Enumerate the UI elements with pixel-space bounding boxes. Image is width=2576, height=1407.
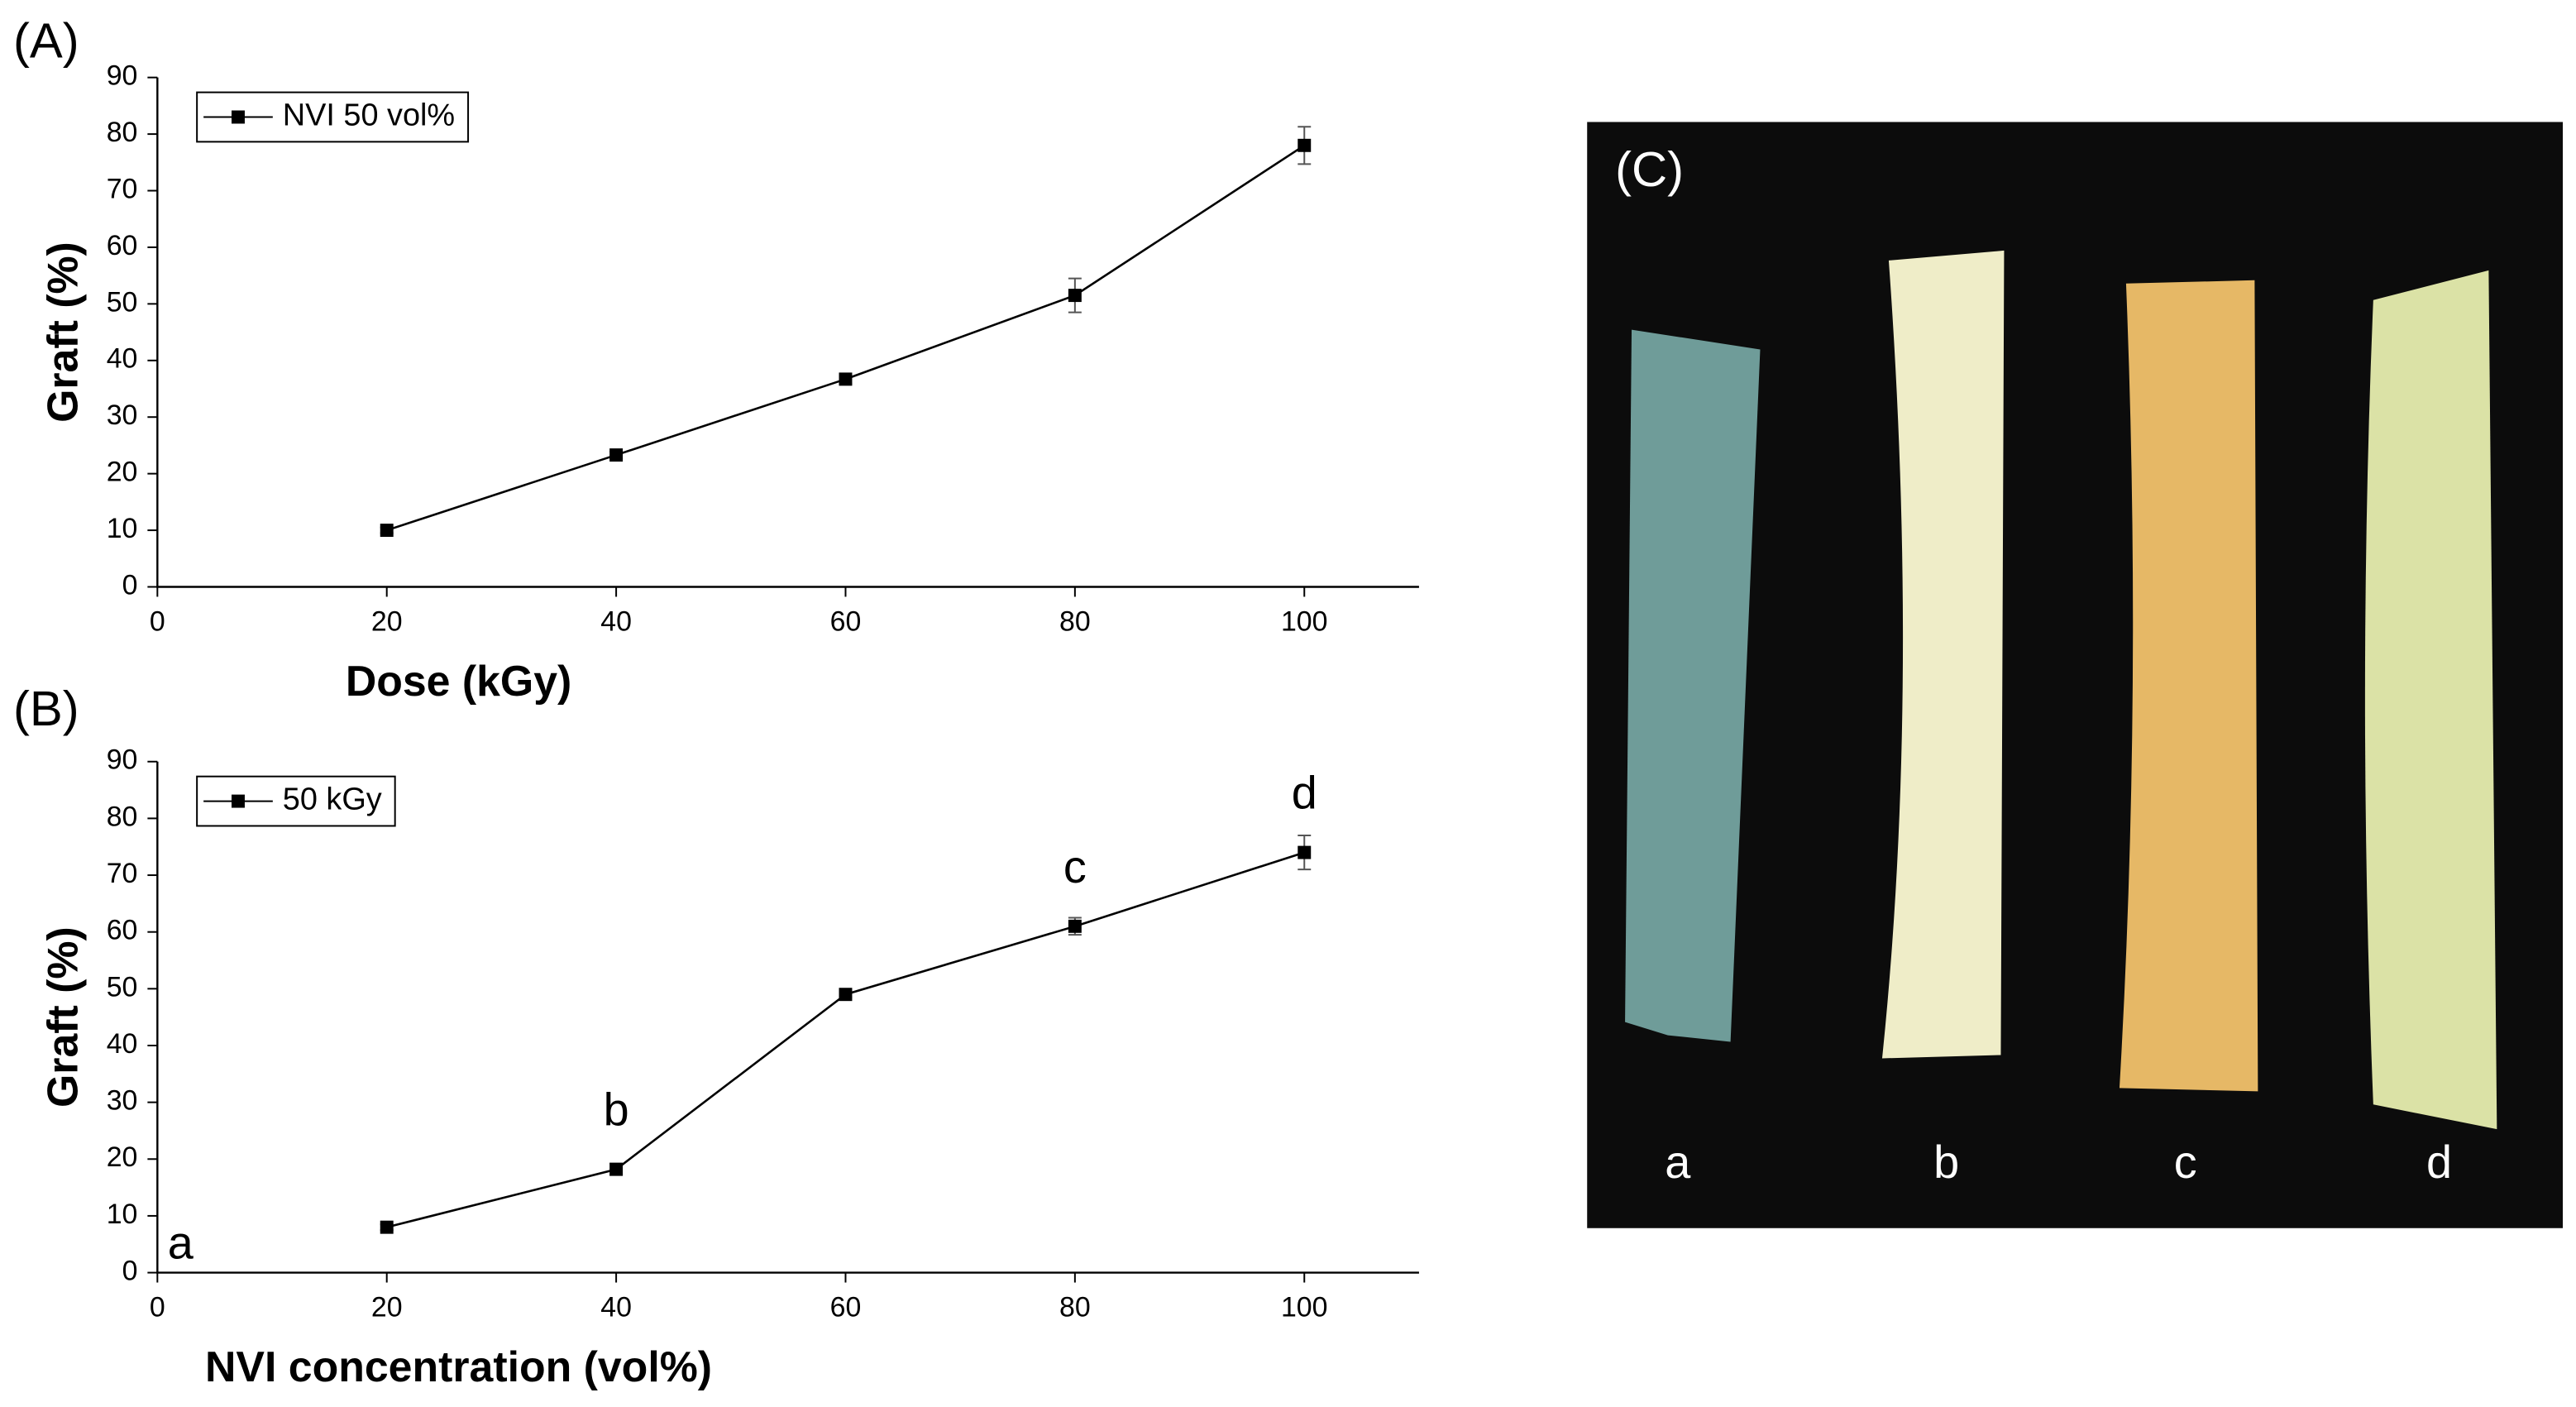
sample-label: a <box>1665 1136 1691 1188</box>
marker <box>380 524 394 538</box>
axis <box>156 77 1419 588</box>
marker <box>1298 845 1312 859</box>
marker <box>609 1162 624 1176</box>
y-tick-label: 60 <box>107 915 138 946</box>
x-tick-label: 80 <box>1059 605 1091 637</box>
point-label: c <box>1063 840 1087 893</box>
y-tick-label: 20 <box>107 457 138 488</box>
marker <box>1068 289 1082 303</box>
y-tick-label: 10 <box>107 1199 138 1230</box>
y-tick-label: 10 <box>107 513 138 544</box>
y-tick-label: 30 <box>107 400 138 431</box>
x-axis-label: NVI concentration (vol%) <box>205 1342 712 1390</box>
y-tick-label: 30 <box>107 1085 138 1117</box>
x-tick-label: 20 <box>371 605 403 637</box>
series-line <box>386 851 1305 1228</box>
y-tick-label: 70 <box>107 173 138 204</box>
legend-label: 50 kGy <box>283 782 382 817</box>
x-tick-label: 60 <box>830 1291 862 1323</box>
sample-label: b <box>1933 1136 1959 1188</box>
x-tick-label: 20 <box>371 1291 403 1323</box>
point-label: a <box>168 1216 194 1268</box>
x-tick-label: 80 <box>1059 1291 1091 1323</box>
sample-d <box>2364 270 2497 1130</box>
x-tick-label: 100 <box>1281 1291 1328 1323</box>
y-tick-label: 0 <box>122 569 138 601</box>
sample-b <box>1881 250 2005 1059</box>
y-tick-label: 50 <box>107 286 138 318</box>
y-tick-label: 90 <box>107 60 138 92</box>
marker <box>609 448 624 462</box>
y-tick-label: 0 <box>122 1256 138 1287</box>
panel-label: (A) <box>13 13 79 69</box>
y-tick-label: 70 <box>107 858 138 889</box>
y-tick-label: 40 <box>107 343 138 375</box>
marker <box>1298 138 1312 152</box>
y-axis-label: Graft (%) <box>38 926 86 1108</box>
legend-marker <box>232 794 245 808</box>
sample-label: d <box>2426 1136 2452 1188</box>
x-tick-label: 100 <box>1281 605 1328 637</box>
x-tick-label: 60 <box>830 605 862 637</box>
panel-label: (B) <box>13 681 79 736</box>
marker <box>380 1220 394 1234</box>
y-tick-label: 20 <box>107 1141 138 1173</box>
marker <box>839 372 853 386</box>
legend-marker <box>232 110 245 124</box>
x-tick-label: 0 <box>150 605 165 637</box>
y-tick-label: 80 <box>107 117 138 148</box>
x-axis-label: Dose (kGy) <box>346 657 571 705</box>
y-tick-label: 60 <box>107 230 138 261</box>
point-label: d <box>1292 767 1317 819</box>
sample-label: c <box>2174 1136 2197 1188</box>
x-tick-label: 40 <box>600 1291 632 1323</box>
y-tick-label: 50 <box>107 971 138 1003</box>
marker <box>839 988 853 1002</box>
sample-c <box>2119 280 2258 1092</box>
y-axis-label: Graft (%) <box>38 242 86 423</box>
x-tick-label: 0 <box>150 1291 165 1323</box>
series-line <box>386 144 1305 532</box>
y-tick-label: 40 <box>107 1028 138 1060</box>
photo-label: (C) <box>1615 141 1684 197</box>
x-tick-label: 40 <box>600 605 632 637</box>
axis <box>156 761 1419 1274</box>
y-tick-label: 90 <box>107 744 138 776</box>
point-label: b <box>604 1084 629 1136</box>
legend-label: NVI 50 vol% <box>283 98 455 133</box>
sample-a <box>1625 329 1761 1042</box>
y-tick-label: 80 <box>107 801 138 832</box>
marker <box>1068 919 1082 933</box>
